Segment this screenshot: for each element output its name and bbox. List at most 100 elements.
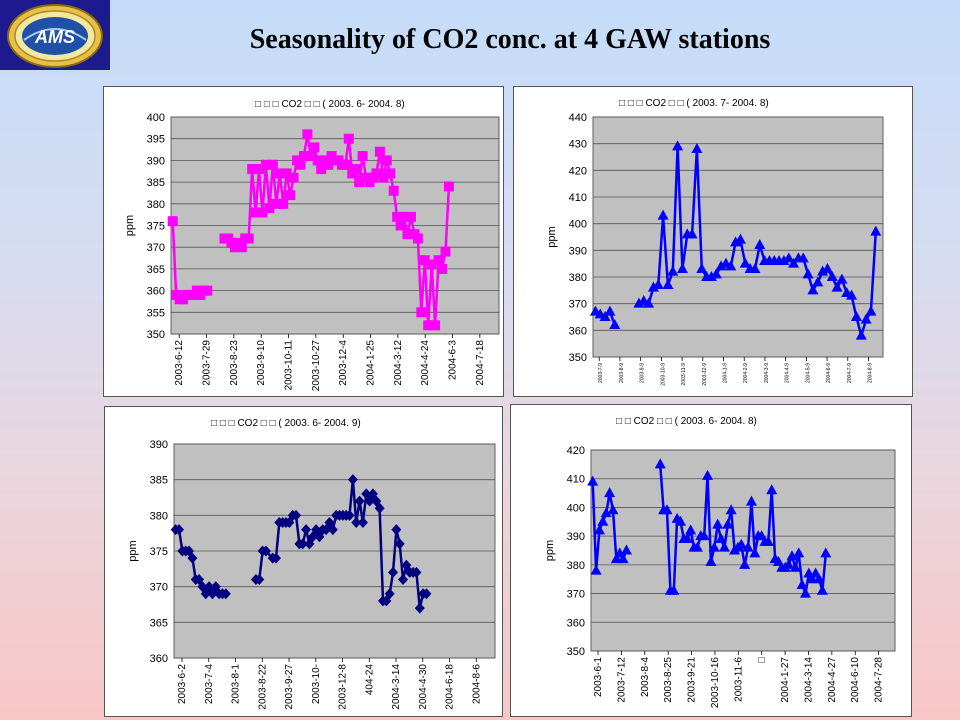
data-point <box>323 159 334 170</box>
chart-panel-4: □ □ CO2 □ □ ( 2003. 6- 2004. 8) 350 360 370… <box>510 404 912 717</box>
y-tick-label: 390 <box>147 155 165 167</box>
data-point <box>243 233 254 244</box>
data-point <box>295 159 306 170</box>
data-point <box>786 550 798 561</box>
ams-logo: AMS <box>0 0 110 70</box>
data-point <box>778 255 790 265</box>
data-point <box>324 516 335 528</box>
data-point <box>357 151 368 162</box>
data-point <box>371 168 382 179</box>
y-tick-label: 380 <box>569 272 587 284</box>
y-tick-label: 355 <box>147 307 165 319</box>
data-point <box>250 207 261 218</box>
data-point <box>745 495 757 506</box>
x-tick-label: 2003-9-21 <box>687 657 698 703</box>
y-tick-label: 370 <box>569 299 587 311</box>
data-point <box>749 263 761 273</box>
data-point <box>793 547 805 558</box>
data-point <box>730 236 742 247</box>
data-point <box>817 265 829 276</box>
data-point <box>257 207 268 218</box>
y-tick-label: 375 <box>150 546 168 558</box>
data-point <box>405 211 416 222</box>
x-tick-label: 2003-8-9 <box>619 363 625 383</box>
data-point <box>247 164 258 175</box>
data-point <box>725 504 737 515</box>
x-tick-label: 2004-6-18 <box>445 664 456 710</box>
y-tick-label: 360 <box>569 325 587 337</box>
data-point <box>271 198 282 209</box>
data-point <box>789 561 801 572</box>
data-point <box>783 558 795 569</box>
x-tick-label: 2004-3-12 <box>393 340 404 386</box>
x-tick-label: 2003-9-27 <box>284 664 295 710</box>
chart-3: □ □ □ CO2 □ □ ( 2003. 6- 2004. 9) 360 365 3… <box>127 418 496 710</box>
x-tick-label: 404-24 <box>364 664 375 696</box>
data-point <box>708 541 720 552</box>
data-point <box>647 281 659 292</box>
data-point <box>654 458 666 469</box>
data-point <box>590 564 602 575</box>
data-point <box>236 242 247 253</box>
data-point <box>821 263 833 273</box>
data-point <box>411 566 422 578</box>
data-point <box>675 515 687 526</box>
y-tick-label: 380 <box>567 560 585 572</box>
y-tick-label: 420 <box>569 165 587 177</box>
x-tick-label: 2004-3-9 <box>764 363 770 383</box>
x-tick-label: 2004-1-25 <box>366 340 377 386</box>
x-tick-label: 2004-2-9 <box>743 363 749 383</box>
x-tick-label: 2003-6-12 <box>174 340 185 386</box>
data-point <box>722 518 734 529</box>
data-point <box>309 142 320 153</box>
data-point <box>715 533 727 544</box>
data-point <box>398 574 409 586</box>
data-point <box>281 168 292 179</box>
data-point <box>783 252 795 263</box>
data-point <box>643 297 655 308</box>
y-axis-label: ppm <box>124 215 136 236</box>
chart-4: □ □ CO2 □ □ ( 2003. 6- 2004. 8) 350 360 370… <box>544 416 896 708</box>
data-point <box>865 305 877 316</box>
chart-title: □ □ □ CO2 □ □ ( 2003. 7- 2004. 8) <box>619 98 769 109</box>
data-point <box>587 475 599 486</box>
data-point <box>419 255 430 266</box>
data-point <box>440 246 451 257</box>
data-point <box>676 263 688 273</box>
data-point <box>661 504 673 515</box>
data-point <box>813 573 825 584</box>
x-tick-label: 2004-3-14 <box>803 657 814 703</box>
data-point <box>681 533 693 544</box>
x-tick-label: 2003-9-9 <box>640 363 646 383</box>
y-tick-label: 380 <box>150 510 168 522</box>
data-point <box>766 484 778 495</box>
y-tick-label: 400 <box>569 219 587 231</box>
y-tick-label: 365 <box>147 264 165 276</box>
data-point <box>754 239 766 249</box>
y-tick-label: 350 <box>147 329 165 341</box>
data-point <box>807 284 819 295</box>
data-point <box>285 190 296 201</box>
data-point <box>855 329 867 340</box>
y-tick-label: 390 <box>567 531 585 543</box>
data-point <box>374 502 385 514</box>
y-tick-label: 375 <box>147 221 165 233</box>
chart-title: □ □ □ CO2 □ □ ( 2003. 6- 2004. 9) <box>211 418 361 429</box>
chart-2: □ □ □ CO2 □ □ ( 2003. 7- 2004. 8) 350 360 3… <box>546 98 884 386</box>
data-point <box>274 168 285 179</box>
data-point <box>426 259 437 270</box>
x-tick-label: 2003-10-27 <box>311 340 322 392</box>
data-point <box>174 524 185 536</box>
x-tick-label: 2003-10- <box>311 664 322 704</box>
x-tick-label: 2003-8-4 <box>640 657 651 697</box>
data-point <box>267 159 278 170</box>
y-tick-label: 440 <box>569 112 587 124</box>
x-tick-label: 2004-4-24 <box>420 340 431 386</box>
y-axis-label: ppm <box>546 226 558 247</box>
data-point <box>187 552 198 564</box>
x-tick-label: 2003-10-9 <box>660 363 666 386</box>
x-tick-label: 2003-7-4 <box>204 664 215 704</box>
data-point <box>416 307 427 318</box>
data-point <box>384 588 395 600</box>
data-point <box>254 574 265 586</box>
